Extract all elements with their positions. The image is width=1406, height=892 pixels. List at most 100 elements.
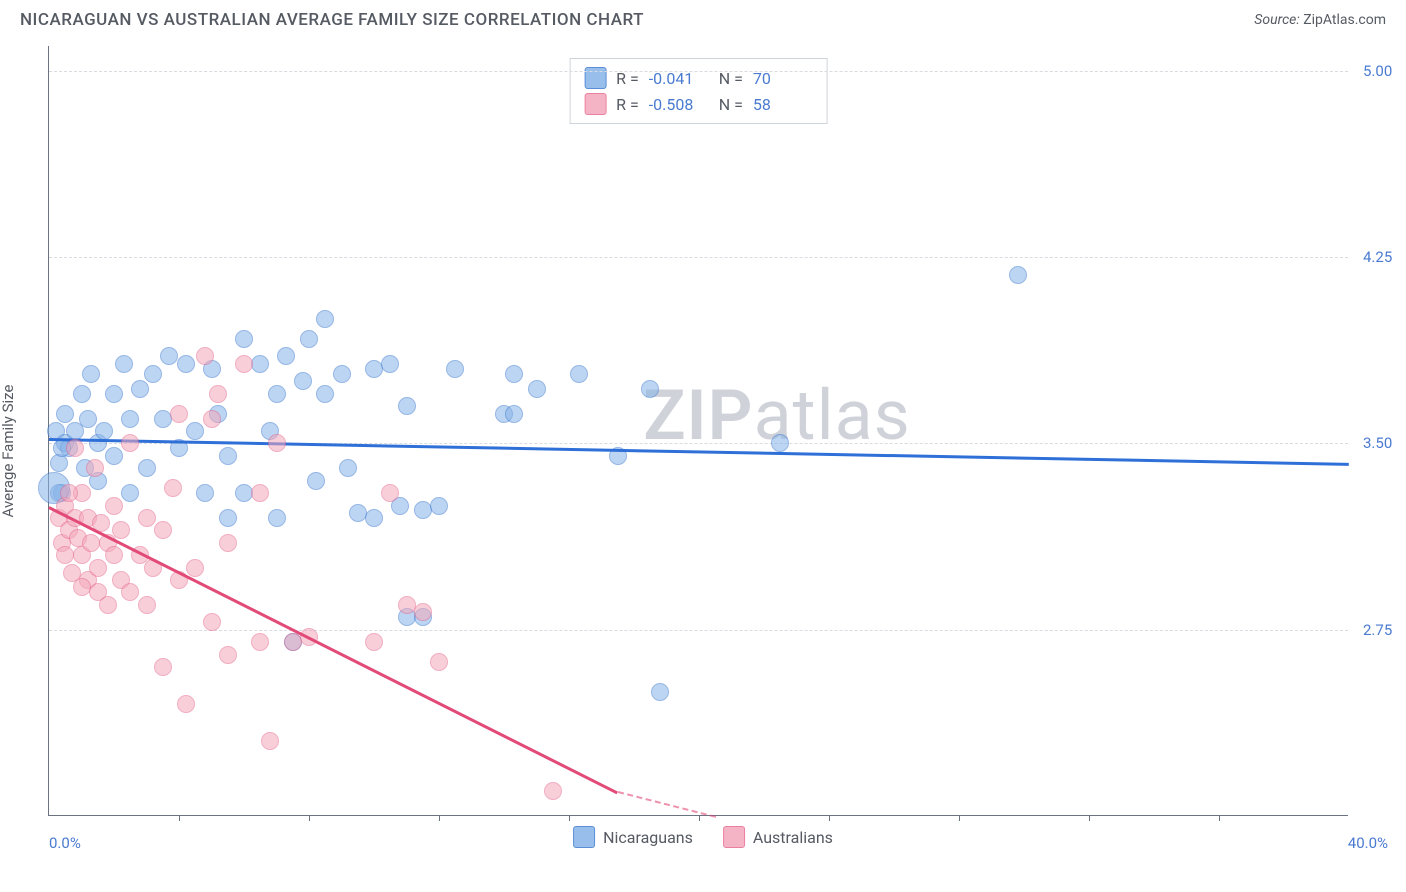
- scatter-point: [235, 355, 253, 373]
- scatter-point: [121, 484, 139, 502]
- scatter-point: [105, 385, 123, 403]
- scatter-point: [219, 534, 237, 552]
- scatter-point: [544, 782, 562, 800]
- r-value-series2: -0.508: [649, 95, 709, 114]
- gridline: [49, 71, 1348, 72]
- scatter-point: [235, 330, 253, 348]
- scatter-point: [186, 422, 204, 440]
- x-end-label: 40.0%: [1348, 834, 1388, 852]
- scatter-point: [164, 479, 182, 497]
- scatter-point: [528, 380, 546, 398]
- x-tick: [829, 815, 830, 821]
- scatter-point: [307, 472, 325, 490]
- scatter-point: [154, 658, 172, 676]
- scatter-point: [398, 397, 416, 415]
- scatter-point: [154, 521, 172, 539]
- swatch-series2: [584, 93, 606, 115]
- stats-row-series1: R = -0.041 N = 70: [584, 65, 813, 91]
- scatter-point: [339, 459, 357, 477]
- scatter-point: [268, 385, 286, 403]
- trend-line: [48, 506, 618, 794]
- scatter-point: [177, 355, 195, 373]
- swatch-series1: [573, 826, 595, 848]
- x-tick: [699, 815, 700, 821]
- scatter-point: [316, 385, 334, 403]
- legend-item-series1: Nicaraguans: [573, 826, 693, 848]
- x-tick: [439, 815, 440, 821]
- x-tick: [309, 815, 310, 821]
- scatter-point: [112, 521, 130, 539]
- scatter-point: [82, 365, 100, 383]
- scatter-point: [251, 633, 269, 651]
- scatter-point: [105, 546, 123, 564]
- scatter-point: [66, 439, 84, 457]
- scatter-point: [144, 365, 162, 383]
- scatter-point: [186, 559, 204, 577]
- scatter-point: [196, 347, 214, 365]
- x-tick: [179, 815, 180, 821]
- scatter-point: [121, 583, 139, 601]
- scatter-point: [333, 365, 351, 383]
- scatter-point: [203, 613, 221, 631]
- scatter-point: [73, 578, 91, 596]
- scatter-point: [99, 596, 117, 614]
- x-tick: [959, 815, 960, 821]
- n-value-series2: 58: [753, 95, 813, 114]
- x-tick: [569, 815, 570, 821]
- stats-legend-box: R = -0.041 N = 70 R = -0.508 N = 58: [569, 58, 828, 124]
- scatter-point: [79, 410, 97, 428]
- scatter-point: [138, 596, 156, 614]
- scatter-point: [446, 360, 464, 378]
- scatter-point: [131, 380, 149, 398]
- scatter-point: [105, 497, 123, 515]
- scatter-point: [430, 497, 448, 515]
- y-axis-label: Average Family Size: [0, 385, 17, 518]
- scatter-point: [277, 347, 295, 365]
- scatter-point: [60, 484, 78, 502]
- scatter-point: [430, 653, 448, 671]
- chart-header: NICARAGUAN VS AUSTRALIAN AVERAGE FAMILY …: [0, 0, 1406, 36]
- chart-title: NICARAGUAN VS AUSTRALIAN AVERAGE FAMILY …: [20, 10, 644, 30]
- scatter-point: [381, 484, 399, 502]
- y-tick-label: 3.50: [1363, 434, 1392, 452]
- scatter-point: [105, 447, 123, 465]
- x-tick: [1089, 815, 1090, 821]
- legend-label-series2: Australians: [753, 828, 833, 847]
- chart-source: Source: ZipAtlas.com: [1254, 12, 1386, 28]
- scatter-point: [316, 310, 334, 328]
- plot-region: ZIPatlas R = -0.041 N = 70 R = -0.508 N …: [48, 46, 1348, 816]
- scatter-point: [349, 504, 367, 522]
- stats-row-series2: R = -0.508 N = 58: [584, 91, 813, 117]
- scatter-point: [138, 509, 156, 527]
- scatter-point: [121, 434, 139, 452]
- scatter-point: [73, 385, 91, 403]
- scatter-point: [56, 405, 74, 423]
- swatch-series2: [723, 826, 745, 848]
- scatter-point: [294, 372, 312, 390]
- trend-line-extrapolated: [618, 791, 716, 818]
- gridline: [49, 630, 1348, 631]
- legend-item-series2: Australians: [723, 826, 833, 848]
- scatter-point: [115, 355, 133, 373]
- scatter-point: [300, 330, 318, 348]
- scatter-point: [86, 459, 104, 477]
- scatter-point: [170, 405, 188, 423]
- scatter-point: [414, 603, 432, 621]
- scatter-point: [1009, 266, 1027, 284]
- n-label: N =: [719, 95, 743, 114]
- scatter-point: [121, 410, 139, 428]
- scatter-point: [505, 405, 523, 423]
- scatter-point: [261, 732, 279, 750]
- scatter-point: [771, 434, 789, 452]
- scatter-point: [251, 355, 269, 373]
- scatter-point: [203, 410, 221, 428]
- source-label: Source:: [1254, 12, 1299, 28]
- scatter-point: [651, 683, 669, 701]
- scatter-point: [365, 509, 383, 527]
- scatter-point: [209, 385, 227, 403]
- scatter-point: [196, 484, 214, 502]
- gridline: [49, 257, 1348, 258]
- y-tick-label: 5.00: [1363, 62, 1392, 80]
- x-tick: [1219, 815, 1220, 821]
- y-tick-label: 2.75: [1363, 621, 1392, 639]
